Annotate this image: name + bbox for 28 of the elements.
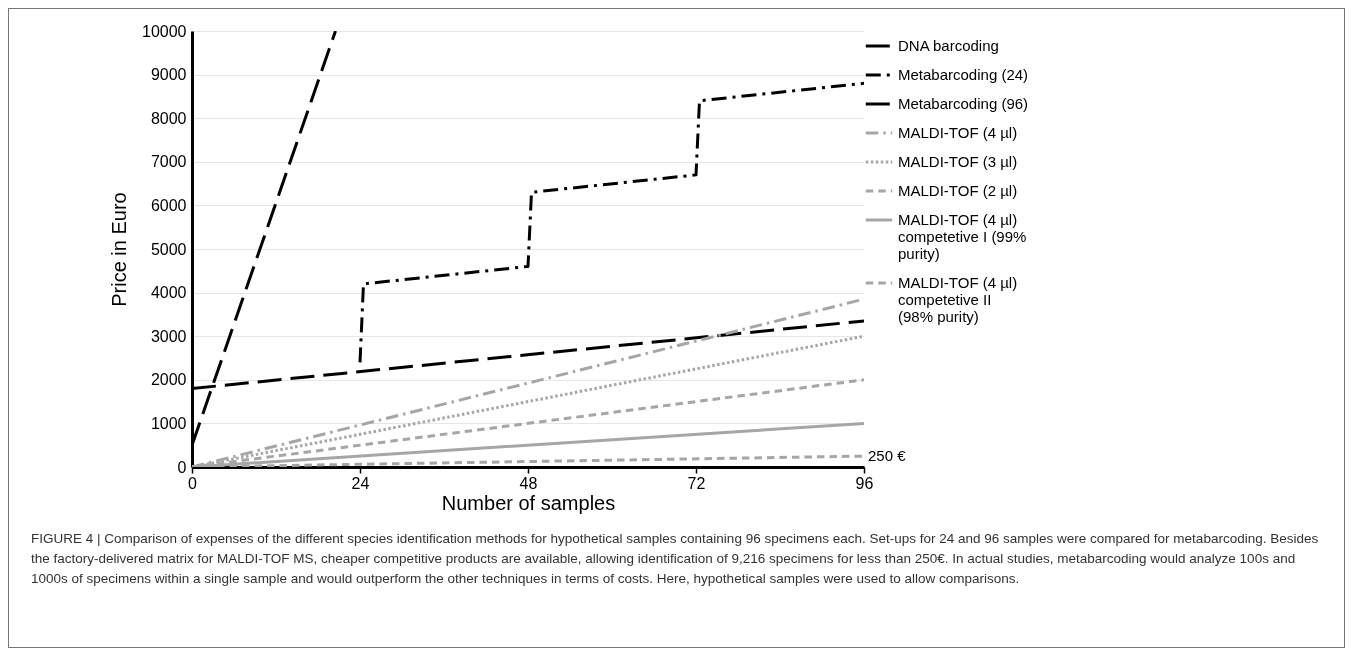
x-axis-title: Number of samples [441,491,616,514]
y-tick-label: 2000 [150,371,187,389]
y-tick-label: 3000 [150,327,187,345]
x-tick-label: 24 [351,474,370,492]
legend-label: MALDI-TOF (4 µl) [898,124,1018,141]
legend-label: MALDI-TOF (4 µl) competetive II (98% purity) [898,274,1018,325]
legend-label: MALDI-TOF (4 µl) competetive I (99% purity) [898,211,1027,262]
y-tick-label: 0 [177,458,187,476]
x-tick-label: 96 [855,474,874,492]
x-tick-label: 48 [519,474,538,492]
legend-label: MALDI-TOF (2 µl) [898,182,1018,199]
x-tick-label: 72 [687,474,706,492]
y-tick-label: 10000 [142,22,187,40]
y-tick-label: 5000 [150,240,187,258]
y-axis-title: Price in Euro [108,192,131,307]
y-tick-label: 8000 [150,109,187,127]
legend-label: Metabarcoding (24) [898,66,1029,83]
legend-label: Metabarcoding (96) [898,95,1029,112]
legend-label: DNA barcoding [898,37,999,54]
annotation: 250 € [868,447,907,465]
y-tick-label: 7000 [150,153,187,171]
x-tick-label: 0 [188,474,198,492]
y-tick-label: 4000 [150,284,187,302]
caption: FIGURE 4 | Comparison of expenses of the different species identification methods for hypothetical samples containing 96 specimens each. Set-ups for 24 and 96 samples were compared for metabarcoding. Besides the factory-delivered matrix for MALDI-TOF MS, cheaper competitive products are available, allowing identification of 9,216 specimens for less than 250€. In actual studies, metabarcoding would analyze 100s and 1000s of specimens within a single sample and would outperform the other techniques in terms of costs. Here, hypothetical samples were used to allow comparisons. [31,530,1320,588]
y-tick-label: 1000 [150,414,187,432]
y-tick-label: 6000 [150,196,187,214]
y-tick-label: 9000 [150,66,187,84]
legend-label: MALDI-TOF (3 µl) [898,153,1018,170]
